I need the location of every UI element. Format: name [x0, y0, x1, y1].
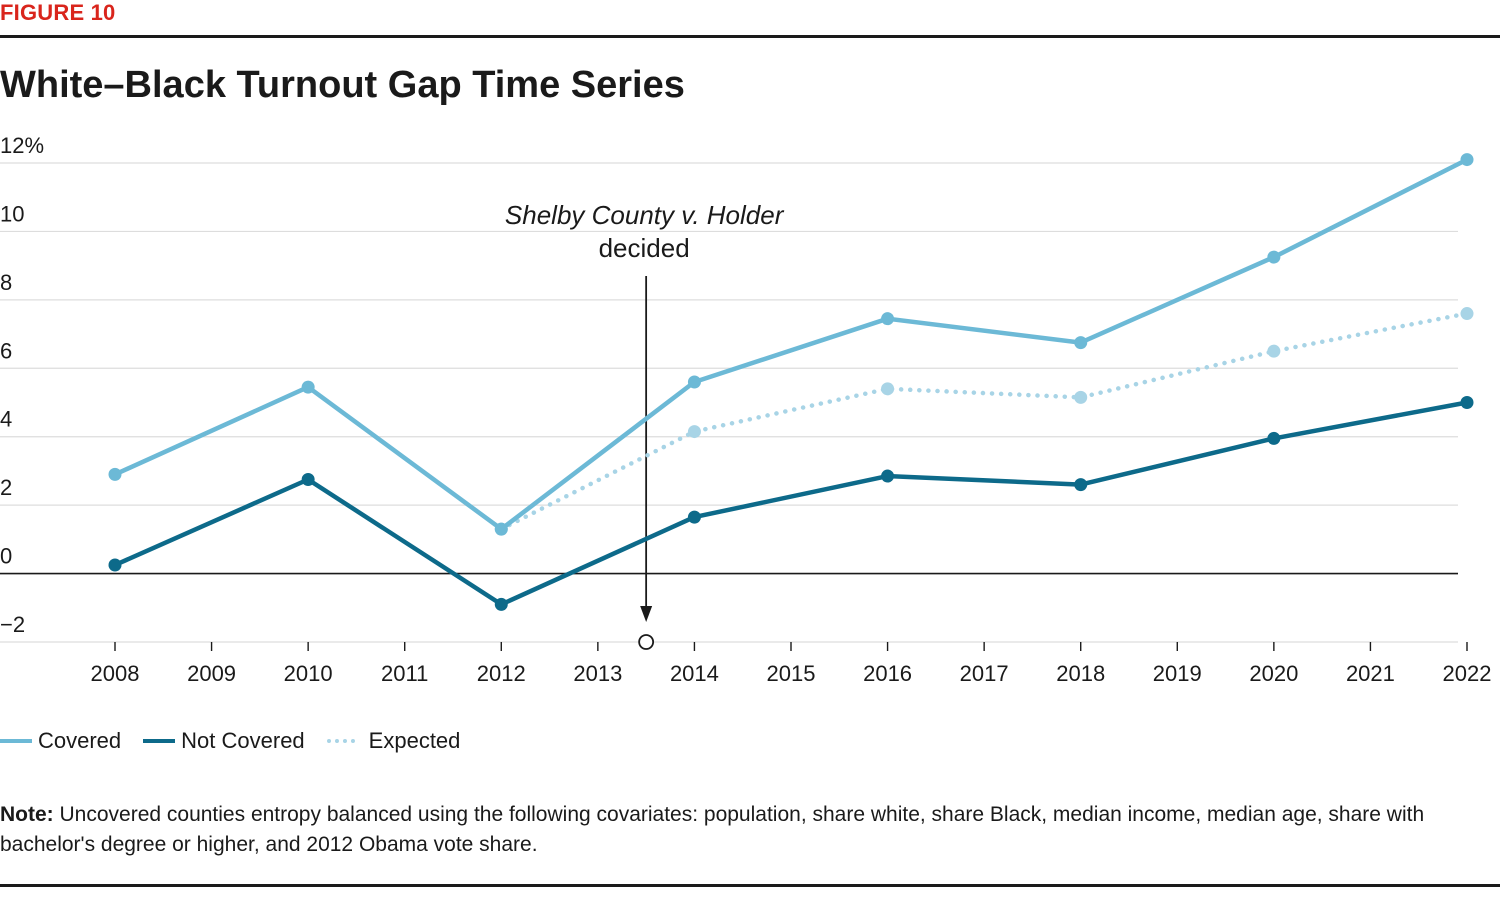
y-tick-label: 12% [0, 133, 44, 158]
x-tick-label: 2014 [670, 661, 719, 686]
series-line-expected [499, 311, 1470, 532]
x-tick-label: 2010 [284, 661, 333, 686]
y-tick-label: 4 [0, 407, 12, 432]
data-point-not-covered [687, 510, 701, 524]
x-tick-label: 2011 [381, 661, 428, 686]
data-point-not-covered [1267, 431, 1281, 445]
annotation-line1: Shelby County v. Holder [505, 200, 785, 230]
series-line-covered [112, 157, 1470, 532]
chart-note: Note: Uncovered counties entropy balance… [0, 800, 1490, 860]
data-point-not-covered [881, 469, 895, 483]
x-tick-label: 2012 [477, 661, 526, 686]
data-point-not-covered [1074, 478, 1088, 492]
data-point-expected [881, 382, 895, 396]
data-point-covered [1267, 250, 1281, 264]
data-point-covered [687, 375, 701, 389]
x-tick-label: 2019 [1153, 661, 1202, 686]
data-point-covered [494, 522, 508, 536]
annotation-marker [638, 634, 655, 650]
x-tick-label: 2017 [960, 661, 1009, 686]
gridlines [0, 162, 1458, 643]
data-point-not-covered [301, 472, 315, 486]
legend: Covered Not Covered Expected [0, 726, 482, 756]
legend-swatch-covered [0, 739, 32, 743]
x-tick-label: 2018 [1056, 661, 1105, 686]
y-tick-label: 10 [0, 201, 24, 226]
x-tick-label: 2009 [187, 661, 236, 686]
legend-label-expected: Expected [368, 728, 461, 753]
x-tick-label: 2008 [91, 661, 140, 686]
chart-title: White–Black Turnout Gap Time Series [0, 64, 685, 106]
y-tick-label: 2 [0, 475, 12, 500]
data-point-expected [1267, 344, 1281, 358]
x-tick-label: 2020 [1249, 661, 1298, 686]
x-tick-label: 2013 [573, 661, 622, 686]
annotation-line2: decided [599, 233, 690, 263]
data-point-expected [1460, 307, 1474, 321]
note-label: Note: [0, 803, 54, 826]
line-chart: 12% 10 8 6 4 2 0 −2 2008 2009 2010 2011 2012 2013 201… [0, 133, 1492, 686]
data-point-not-covered [1460, 396, 1474, 409]
x-tick-label: 2016 [863, 661, 912, 686]
note-text: Uncovered counties entropy balanced usin… [0, 803, 1425, 856]
x-tick-label: 2021 [1346, 661, 1395, 686]
data-point-expected [1074, 390, 1088, 404]
legend-item-expected: Expected [326, 728, 461, 754]
x-tick-label: 2022 [1443, 661, 1492, 686]
top-rule [0, 35, 1500, 38]
data-point-covered [301, 380, 315, 394]
y-tick-label: 0 [0, 544, 12, 569]
legend-swatch-expected [326, 739, 355, 743]
series-group [108, 153, 1474, 611]
legend-label-not-covered: Not Covered [181, 728, 305, 753]
data-point-covered [881, 312, 895, 326]
legend-label-covered: Covered [38, 728, 122, 753]
x-axis: 2008 2009 2010 2011 2012 2013 2014 2015 2016 2017… [91, 642, 1492, 686]
y-tick-label: 6 [0, 338, 12, 363]
data-point-covered [1074, 336, 1088, 350]
y-tick-label: −2 [0, 612, 25, 637]
data-point-covered [108, 467, 122, 481]
data-point-covered [1460, 153, 1474, 167]
legend-item-covered: Covered [0, 728, 121, 754]
figure-label: FIGURE 10 [0, 0, 116, 25]
bottom-rule [0, 884, 1500, 887]
legend-item-not-covered: Not Covered [143, 728, 305, 754]
x-tick-label: 2015 [767, 661, 816, 686]
annotation-arrowhead [640, 606, 653, 622]
data-point-expected [687, 425, 701, 439]
y-tick-label: 8 [0, 270, 12, 295]
data-point-not-covered [494, 597, 508, 611]
y-axis: 12% 10 8 6 4 2 0 −2 [0, 133, 44, 637]
series-line-not-covered [112, 400, 1470, 607]
legend-swatch-not-covered [143, 739, 176, 743]
data-point-not-covered [108, 558, 122, 572]
